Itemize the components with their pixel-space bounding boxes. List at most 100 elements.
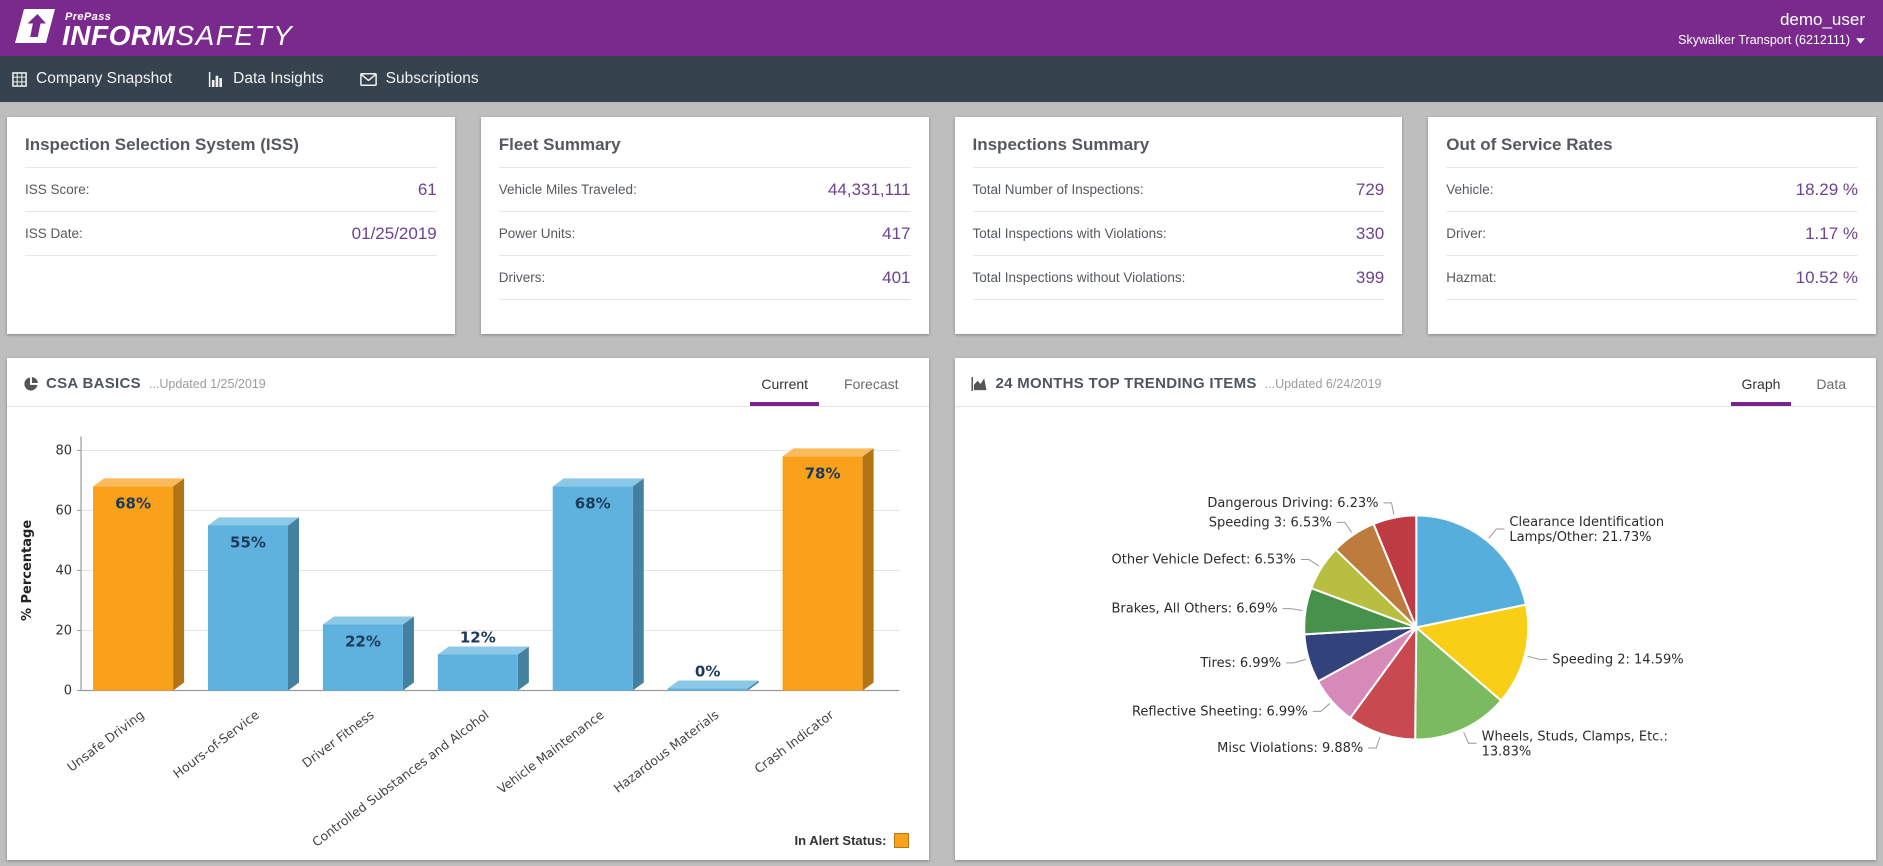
caret-down-icon [1856,33,1865,47]
bar-unsafe-driving[interactable] [93,478,185,691]
pie-label-clearance-identification-lamps-other: Clearance Identification Lamps/Other: 21.… [1509,515,1664,545]
user-info: demo_user Skywalker Transport (6212111) [1678,10,1865,47]
pie-label-line: Misc Violations: 9.88% [1217,741,1363,756]
nav-bar: Company Snapshot Data Insights Subscriptio… [0,56,1883,102]
tab-forecast[interactable]: Forecast [844,376,899,392]
card-title: Fleet Summary [498,135,621,154]
pie-leader-line [1336,521,1352,533]
card-row-value: 1.17 % [1805,223,1858,243]
tab-current[interactable]: Current [747,372,822,406]
pie-leader-line [1300,559,1319,567]
pie-label-brakes-all-others: Brakes, All Others: 6.69% [1111,602,1277,617]
pie-label-line: 13.83% [1481,744,1531,759]
bar-controlled-substances-and-alcohol[interactable] [437,646,529,691]
card-row-total-number-of-inspections: Total Number of Inspections: 729 [972,168,1385,212]
pie-label-line: Tires: 6.99% [1199,656,1281,671]
y-axis-tick-label: 60 [55,503,72,518]
card-row-label: Total Number of Inspections: [972,182,1144,197]
card-row-label: Total Inspections with Violations: [972,226,1167,241]
x-axis-label: Unsafe Driving [64,707,147,775]
y-axis-title: % Percentage [20,520,35,621]
alert-status-legend: In Alert Status: [795,833,909,848]
card-row-label: ISS Score: [25,182,90,197]
nav-item-data-insights[interactable]: Data Insights [208,70,324,88]
alert-status-legend-label: In Alert Status: [794,833,887,848]
pie-chart-icon [23,376,38,391]
account-label: Skywalker Transport (6212111) [1678,32,1850,47]
csa-panel-header: CSA BASICS ...Updated 1/25/2019 Current F… [7,358,929,407]
pie-slice-clearance-identification-lamps-other[interactable] [1414,514,1527,629]
card-row-value: 01/25/2019 [351,223,437,243]
nav-item-subscriptions[interactable]: Subscriptions [359,70,479,88]
bar-driver-fitness[interactable] [322,616,414,691]
pie-label-line: Lamps/Other: 21.73% [1509,530,1651,545]
pie-leader-line [1488,528,1504,539]
pie-leader-line [1367,736,1381,749]
card-row-drivers: Drivers: 401 [498,256,911,300]
pie-slice-dangerous-driving[interactable] [1372,514,1417,629]
bar-value-label: 55% [230,533,266,551]
summary-cards-row: Inspection Selection System (ISS) ISS Sco… [7,117,1876,334]
card-row-label: Vehicle Miles Traveled: [498,182,637,197]
card-row-label: Total Inspections without Violations: [972,270,1186,285]
bar-top-face [552,478,644,487]
bar-front-face [552,486,633,691]
bar-hours-of-service[interactable] [207,517,300,691]
card-inspection-selection-system-iss: Inspection Selection System (ISS) ISS Sco… [7,117,455,334]
bar-front-face [782,456,863,691]
brand-safety: SAFETY [175,20,294,52]
card-row-total-inspections-with-violations: Total Inspections with Violations: 330 [972,212,1385,256]
card-row-hazmat: Hazmat: 10.52 % [1446,256,1858,300]
bar-front-face [437,654,518,691]
bar-side-face [632,478,644,691]
pie-slice-speeding-2[interactable] [1414,603,1529,702]
csa-updated-label: ...Updated 1/25/2019 [148,376,266,391]
pie-label-line: Other Vehicle Defect: 6.53% [1111,553,1295,568]
bar-top-face [667,680,759,689]
card-row-vehicle: Vehicle: 18.29 % [1446,168,1858,212]
trending-items-panel: 24 MONTHS TOP TRENDING ITEMS ...Updated … [954,358,1876,860]
pie-label-reflective-sheeting: Reflective Sheeting: 6.99% [1131,704,1307,719]
bar-side-face [288,517,300,691]
nav-item-label: Data Insights [233,70,324,87]
pie-leader-line [1462,732,1477,744]
grid-icon [12,71,27,87]
chart-panels-row: CSA BASICS ...Updated 1/25/2019 Current F… [7,358,1876,860]
nav-item-company-snapshot[interactable]: Company Snapshot [12,70,172,88]
y-axis-tick-label: 0 [64,684,72,699]
bar-hazardous-materials[interactable] [667,680,759,691]
prepass-arrow-icon [14,8,56,49]
bar-front-face [667,688,748,691]
account-menu[interactable]: Skywalker Transport (6212111) [1678,33,1865,47]
card-out-of-service-rates: Out of Service Rates Vehicle: 18.29 % Drive… [1428,117,1876,334]
bar-side-face [517,646,529,691]
card-row-vehicle-miles-traveled: Vehicle Miles Traveled: 44,331,111 [498,168,911,212]
x-axis-label: Controlled Substances and Alcohol [309,707,491,850]
card-fleet-summary: Fleet Summary Vehicle Miles Traveled: 44,3… [480,117,929,334]
card-row-value: 417 [882,223,911,243]
bar-side-face [402,616,414,691]
bar-vehicle-maintenance[interactable] [552,478,644,691]
bar-value-label: 12% [460,629,496,647]
pie-label-line: Speeding 2: 14.59% [1552,652,1683,667]
username: demo_user [1779,9,1865,29]
pie-label-line: Dangerous Driving: 6.23% [1207,496,1378,511]
tab-data[interactable]: Data [1816,376,1846,392]
trending-items-pie-chart: Clearance Identification Lamps/Other: 21.… [1111,496,1683,759]
bar-front-face [207,525,289,691]
csa-tabs: Current Forecast [747,372,912,406]
bar-value-label: 0% [695,663,720,681]
app-header: PrePass INFORMSAFETY demo_user Skywalker… [0,0,1883,56]
card-title: Inspection Selection System (ISS) [25,135,299,154]
envelope-icon [359,72,377,86]
card-row-iss-score: ISS Score: 61 [25,168,437,212]
bar-front-face [322,624,403,691]
bar-chart-icon [208,71,224,87]
bar-crash-indicator[interactable] [782,448,874,691]
pie-leader-line [1285,658,1306,664]
card-row-total-inspections-without-violations: Total Inspections without Violations: 399 [972,256,1385,300]
bar-top-face [322,616,414,625]
pie-slice-wheels-studs-clamps-etc[interactable] [1413,626,1502,741]
x-axis-label: Driver Fitness [299,707,376,771]
tab-graph[interactable]: Graph [1728,372,1795,406]
